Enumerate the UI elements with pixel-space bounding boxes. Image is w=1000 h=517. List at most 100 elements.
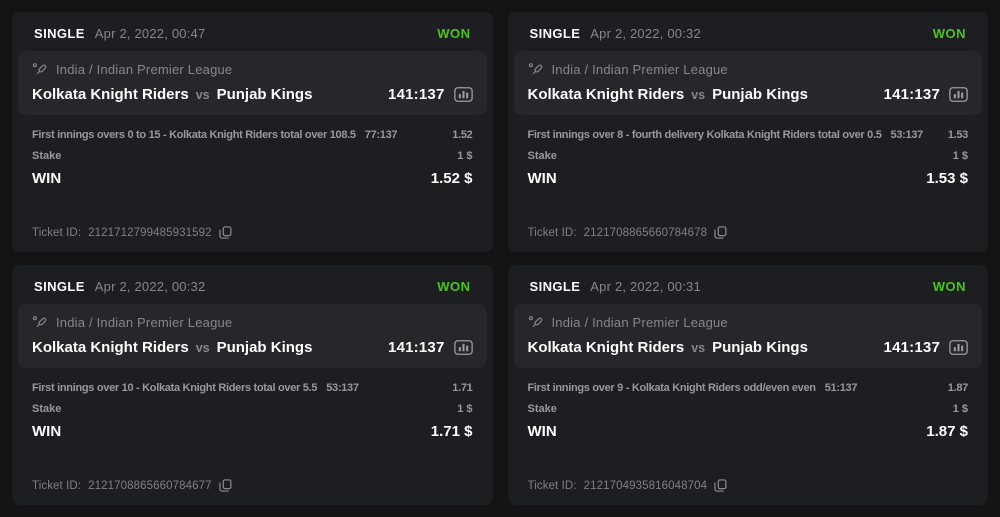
league-row: India / Indian Premier League <box>30 313 475 330</box>
stake-value: 1 $ <box>457 402 473 415</box>
stake-row: Stake 1 $ <box>514 398 983 419</box>
home-team: Kolkata Knight Riders <box>32 339 189 356</box>
bet-description: First innings overs 0 to 15 - Kolkata Kn… <box>32 128 356 141</box>
bet-card: SINGLE Apr 2, 2022, 00:32 WON <box>12 265 493 505</box>
win-value: 1.71 $ <box>430 423 473 440</box>
league-row: India / Indian Premier League <box>526 60 971 77</box>
win-row: WIN 1.71 $ <box>18 419 487 444</box>
bet-card: SINGLE Apr 2, 2022, 00:31 WON <box>507 265 988 505</box>
stake-label: Stake <box>32 402 62 415</box>
home-team: Kolkata Knight Riders <box>32 86 189 103</box>
match-panel: India / Indian Premier League Kolkata Kn… <box>18 304 487 368</box>
bar-chart-icon[interactable] <box>949 340 968 355</box>
ticket-id-label: Ticket ID: <box>32 479 82 492</box>
away-team: Punjab Kings <box>216 339 313 356</box>
bet-datetime: Apr 2, 2022, 00:32 <box>590 26 701 41</box>
match-row: Kolkata Knight Riders vs Punjab Kings 14… <box>30 338 475 358</box>
stake-value: 1 $ <box>457 149 473 162</box>
vs-label: vs <box>691 340 706 355</box>
vs-label: vs <box>691 87 706 102</box>
stake-row: Stake 1 $ <box>18 398 487 419</box>
ticket-id-label: Ticket ID: <box>527 479 577 492</box>
stake-label: Stake <box>32 149 62 162</box>
match-row: Kolkata Knight Riders vs Punjab Kings 14… <box>30 85 475 105</box>
bet-type-label: SINGLE <box>34 279 85 294</box>
league-label: India / Indian Premier League <box>551 62 728 77</box>
status-badge: WON <box>932 26 966 41</box>
bet-row: First innings over 10 - Kolkata Knight R… <box>18 377 487 398</box>
vs-label: vs <box>195 340 210 355</box>
match-panel: India / Indian Premier League Kolkata Kn… <box>513 51 982 115</box>
win-row: WIN 1.53 $ <box>514 166 983 191</box>
match-row: Kolkata Knight Riders vs Punjab Kings 14… <box>526 338 971 358</box>
stake-row: Stake 1 $ <box>514 145 983 166</box>
bet-description: First innings over 9 - Kolkata Knight Ri… <box>527 381 816 394</box>
status-badge: WON <box>437 26 471 41</box>
cricket-icon <box>32 315 47 330</box>
bet-score: 53:137 <box>890 128 924 141</box>
bar-chart-icon[interactable] <box>453 340 473 355</box>
ticket-row: Ticket ID: 2121708865660784678 <box>514 226 983 239</box>
bar-chart-icon[interactable] <box>453 87 473 102</box>
bet-odds: 1.71 <box>452 381 473 394</box>
stake-label: Stake <box>527 149 557 162</box>
bet-card-header: SINGLE Apr 2, 2022, 00:32 WON <box>514 22 983 51</box>
bet-type-label: SINGLE <box>529 279 581 294</box>
match-score: 141:137 <box>883 339 940 356</box>
bet-card: SINGLE Apr 2, 2022, 00:32 WON <box>507 12 988 252</box>
match-row: Kolkata Knight Riders vs Punjab Kings 14… <box>526 85 971 105</box>
league-row: India / Indian Premier League <box>30 60 475 77</box>
cricket-icon <box>528 62 543 77</box>
stake-label: Stake <box>527 402 557 415</box>
match-panel: India / Indian Premier League Kolkata Kn… <box>513 304 982 368</box>
bar-chart-icon[interactable] <box>949 87 968 102</box>
win-value: 1.52 $ <box>430 170 473 187</box>
league-label: India / Indian Premier League <box>551 315 728 330</box>
vs-label: vs <box>195 87 210 102</box>
copy-icon[interactable] <box>218 479 232 492</box>
ticket-row: Ticket ID: 2121712799485931592 <box>18 226 487 239</box>
ticket-id-label: Ticket ID: <box>527 226 577 239</box>
bet-odds: 1.52 <box>452 128 473 141</box>
copy-icon[interactable] <box>218 226 232 239</box>
bet-odds: 1.53 <box>947 128 969 141</box>
ticket-row: Ticket ID: 2121704935816048704 <box>514 479 983 492</box>
ticket-id-value: 2121712799485931592 <box>88 226 212 239</box>
bet-card-header: SINGLE Apr 2, 2022, 00:47 WON <box>18 22 487 51</box>
away-team: Punjab Kings <box>712 339 808 356</box>
bet-datetime: Apr 2, 2022, 00:31 <box>590 279 701 294</box>
league-label: India / Indian Premier League <box>56 62 233 77</box>
stake-row: Stake 1 $ <box>18 145 487 166</box>
match-score: 141:137 <box>883 86 940 103</box>
bet-card-header: SINGLE Apr 2, 2022, 00:31 WON <box>514 275 983 304</box>
win-value: 1.53 $ <box>926 170 968 187</box>
bet-description: First innings over 8 - fourth delivery K… <box>527 128 882 141</box>
bet-card: SINGLE Apr 2, 2022, 00:47 WON <box>12 12 493 252</box>
win-row: WIN 1.87 $ <box>514 419 983 444</box>
bet-score: 53:137 <box>326 381 359 394</box>
stake-value: 1 $ <box>952 149 968 162</box>
home-team: Kolkata Knight Riders <box>527 86 685 103</box>
home-team: Kolkata Knight Riders <box>527 339 685 356</box>
ticket-id-value: 2121708865660784677 <box>88 479 212 492</box>
match-panel: India / Indian Premier League Kolkata Kn… <box>18 51 487 115</box>
bet-score: 77:137 <box>364 128 398 141</box>
match-score: 141:137 <box>388 86 445 103</box>
away-team: Punjab Kings <box>216 86 313 103</box>
bet-datetime: Apr 2, 2022, 00:32 <box>94 279 206 294</box>
bet-row: First innings over 8 - fourth delivery K… <box>514 124 983 145</box>
copy-icon[interactable] <box>714 226 727 239</box>
ticket-id-value: 2121704935816048704 <box>583 479 708 492</box>
bet-score: 51:137 <box>824 381 858 394</box>
match-score: 141:137 <box>388 339 445 356</box>
bet-datetime: Apr 2, 2022, 00:47 <box>94 26 206 41</box>
bet-odds: 1.87 <box>947 381 969 394</box>
bet-type-label: SINGLE <box>34 26 85 41</box>
win-label: WIN <box>527 170 557 187</box>
cricket-icon <box>32 62 47 77</box>
ticket-id-value: 2121708865660784678 <box>583 226 708 239</box>
bet-card-header: SINGLE Apr 2, 2022, 00:32 WON <box>18 275 487 304</box>
bet-type-label: SINGLE <box>529 26 581 41</box>
copy-icon[interactable] <box>714 479 727 492</box>
